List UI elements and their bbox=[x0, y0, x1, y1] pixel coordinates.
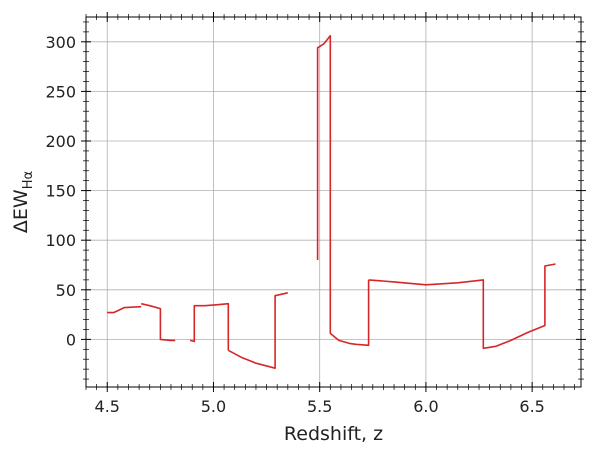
series-line-segment bbox=[141, 302, 176, 342]
x-tick-label: 6.0 bbox=[413, 397, 438, 416]
x-tick-label: 6.5 bbox=[519, 397, 544, 416]
series-line-segment bbox=[107, 305, 142, 314]
y-tick-label: 300 bbox=[45, 33, 76, 52]
plot-frame bbox=[85, 16, 582, 388]
y-tick-label: 0 bbox=[66, 330, 76, 349]
y-tick-label: 50 bbox=[56, 281, 76, 300]
series-line-segment bbox=[227, 292, 288, 370]
x-tick-label: 5.5 bbox=[307, 397, 332, 416]
y-tick-label: 150 bbox=[45, 182, 76, 201]
tick-labels: 4.5 5.0 5.5 6.0 6.5 0 50 100 150 200 250 300 bbox=[45, 33, 544, 416]
x-axis-label: Redshift, z bbox=[284, 423, 383, 445]
series-line-segment bbox=[316, 34, 370, 347]
y-tick-label: 100 bbox=[45, 231, 76, 250]
series-line-segment bbox=[189, 302, 230, 351]
series-line-segment bbox=[368, 263, 556, 350]
x-tick-label: 4.5 bbox=[95, 397, 120, 416]
y-axis-label-subscript: Hα bbox=[21, 171, 36, 189]
y-axis-label: ΔEWHα bbox=[10, 171, 36, 233]
data-series bbox=[107, 34, 556, 370]
y-tick-label: 250 bbox=[45, 82, 76, 101]
x-tick-label: 5.0 bbox=[201, 397, 226, 416]
axis-ticks bbox=[81, 12, 586, 392]
y-tick-label: 200 bbox=[45, 132, 76, 151]
y-axis-label-main: ΔEW bbox=[10, 189, 32, 233]
